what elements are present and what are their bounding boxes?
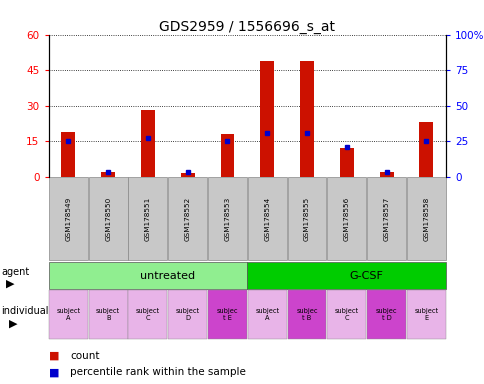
FancyBboxPatch shape — [366, 290, 405, 339]
Text: subjec
t D: subjec t D — [375, 308, 396, 321]
FancyBboxPatch shape — [247, 177, 286, 260]
Text: GSM178550: GSM178550 — [105, 197, 111, 241]
Text: subjec
t B: subjec t B — [296, 308, 317, 321]
FancyBboxPatch shape — [89, 290, 127, 339]
Bar — [379, 172, 393, 177]
FancyBboxPatch shape — [208, 290, 246, 339]
Text: untreated: untreated — [140, 270, 195, 281]
FancyBboxPatch shape — [247, 262, 445, 289]
Bar — [61, 132, 75, 177]
Text: subject
C: subject C — [136, 308, 160, 321]
Text: individual: individual — [1, 306, 48, 316]
FancyBboxPatch shape — [168, 290, 207, 339]
FancyBboxPatch shape — [49, 290, 88, 339]
Bar — [339, 148, 353, 177]
Text: subject
D: subject D — [175, 308, 199, 321]
Text: ▶: ▶ — [6, 279, 15, 289]
FancyBboxPatch shape — [406, 177, 445, 260]
Text: GSM178549: GSM178549 — [65, 197, 71, 241]
FancyBboxPatch shape — [48, 262, 247, 289]
Bar — [101, 172, 115, 177]
Text: GSM178553: GSM178553 — [224, 197, 230, 241]
Bar — [419, 122, 432, 177]
Title: GDS2959 / 1556696_s_at: GDS2959 / 1556696_s_at — [159, 20, 334, 33]
Text: subject
B: subject B — [96, 308, 120, 321]
Text: subjec
t E: subjec t E — [216, 308, 238, 321]
Text: ▶: ▶ — [9, 318, 17, 328]
Text: subject
C: subject C — [334, 308, 358, 321]
Text: subject
E: subject E — [413, 308, 438, 321]
FancyBboxPatch shape — [406, 290, 445, 339]
FancyBboxPatch shape — [49, 177, 88, 260]
Bar — [220, 134, 234, 177]
Text: ■: ■ — [48, 351, 59, 361]
FancyBboxPatch shape — [89, 177, 127, 260]
FancyBboxPatch shape — [128, 177, 167, 260]
Text: percentile rank within the sample: percentile rank within the sample — [70, 367, 246, 377]
Text: G-CSF: G-CSF — [349, 270, 383, 281]
Bar — [181, 173, 194, 177]
Text: agent: agent — [1, 266, 29, 277]
FancyBboxPatch shape — [287, 290, 326, 339]
Text: GSM178557: GSM178557 — [383, 197, 389, 241]
FancyBboxPatch shape — [287, 177, 326, 260]
FancyBboxPatch shape — [366, 177, 405, 260]
FancyBboxPatch shape — [208, 177, 246, 260]
Text: GSM178551: GSM178551 — [145, 197, 151, 241]
Text: GSM178554: GSM178554 — [264, 197, 270, 241]
Bar — [141, 110, 154, 177]
Text: subject
A: subject A — [56, 308, 80, 321]
FancyBboxPatch shape — [327, 177, 365, 260]
Text: GSM178552: GSM178552 — [184, 197, 190, 241]
Text: GSM178556: GSM178556 — [343, 197, 349, 241]
FancyBboxPatch shape — [327, 290, 365, 339]
Bar — [260, 61, 273, 177]
FancyBboxPatch shape — [247, 290, 286, 339]
Text: GSM178555: GSM178555 — [303, 197, 309, 241]
Text: ■: ■ — [48, 367, 59, 377]
Text: count: count — [70, 351, 100, 361]
FancyBboxPatch shape — [168, 177, 207, 260]
FancyBboxPatch shape — [128, 290, 167, 339]
Text: subject
A: subject A — [255, 308, 279, 321]
Bar — [300, 61, 313, 177]
Text: GSM178558: GSM178558 — [423, 197, 428, 241]
